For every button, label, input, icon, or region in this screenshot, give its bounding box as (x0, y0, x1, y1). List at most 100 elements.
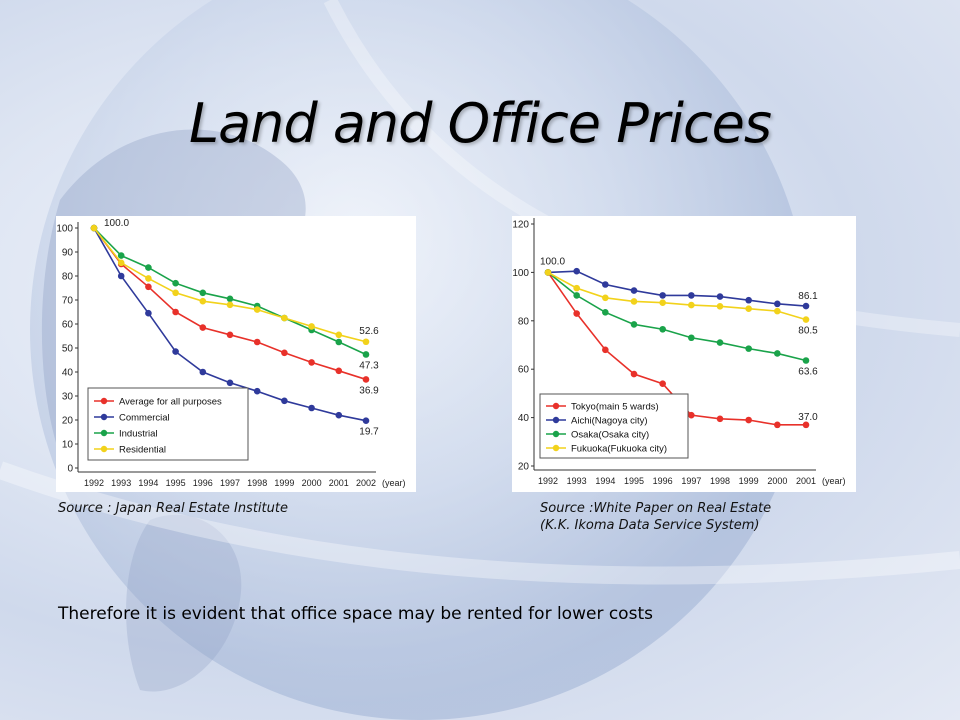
chart2-series-3-point (688, 301, 695, 309)
chart2-series-3-point (659, 299, 666, 306)
chart2-series-0-point (745, 416, 752, 424)
chart1-series-0-point (335, 367, 343, 375)
chart2-x-tick-label: 1997 (681, 476, 701, 486)
chart2-series-1-point (630, 287, 638, 294)
chart1-series-2-point (362, 351, 370, 358)
chart2-series-3-point (630, 298, 638, 305)
chart2-legend-swatch-dot (552, 402, 560, 410)
chart2-legend-label: Aichi(Nagoya city) (571, 416, 648, 427)
chart2-y-tick-label: 120 (512, 220, 529, 231)
chart2-legend-label: Osaka(Osaka city) (571, 430, 649, 441)
chart1-y-tick-label: 100 (56, 224, 73, 235)
chart1-series-line-3 (93, 227, 367, 343)
chart1-legend-label: Average for all purposes (119, 397, 222, 408)
chart2-series-2-point (716, 339, 724, 346)
chart1-series-0-point (199, 324, 207, 331)
source-left: Source : Japan Real Estate Institute (58, 501, 288, 516)
chart1-series-3-point (308, 323, 315, 330)
chart2-series-3-point (716, 302, 724, 310)
chart2-x-tick-label: 2001 (796, 476, 816, 486)
slide-title: Land and Office Prices (188, 92, 772, 155)
chart1-legend-swatch-dot (100, 445, 108, 453)
chart2-series-2-point (602, 309, 609, 316)
chart1-end-label: 52.6 (359, 326, 379, 337)
source-right-line2: (K.K. Ikoma Data Service System) (540, 518, 760, 533)
chart1-start-label: 100.0 (104, 218, 129, 229)
globe-graphic (30, 0, 810, 720)
chart1-end-label: 47.3 (359, 360, 379, 371)
chart2-x-tick-label: 1994 (595, 476, 615, 486)
chart2-y-tick-label: 60 (518, 365, 530, 376)
chart1-y-tick-label: 70 (62, 296, 74, 307)
chart2-series-0-point (602, 346, 609, 354)
chart2-y-tick-label: 40 (518, 413, 530, 424)
chart1-series-1-point (145, 309, 152, 317)
chart2-x-tick-label: 1993 (567, 476, 587, 486)
chart1-series-3-point (335, 331, 343, 339)
chart2-end-label: 86.1 (798, 291, 818, 302)
chart2-series-2-point (573, 292, 580, 299)
chart1-x-tick-label: 1998 (247, 478, 267, 488)
chart1-legend-label: Residential (119, 445, 166, 456)
chart2-end-label: 63.6 (798, 366, 818, 377)
chart2-series-0-point (573, 310, 580, 317)
chart2-end-label: 80.5 (798, 326, 818, 337)
chart2-series-3-point (544, 269, 552, 276)
chart1-series-3-point (226, 301, 234, 309)
chart2-legend-swatch-dot (552, 444, 560, 452)
chart2-series-1-point (774, 300, 781, 308)
chart1-series-0-point (145, 283, 152, 291)
chart1-series-1-point (199, 368, 207, 376)
chart1-series-1-point (172, 348, 179, 355)
chart2-series-line-2 (547, 271, 807, 362)
chart1-end-label: 36.9 (359, 385, 379, 396)
chart1-series-3-point (362, 338, 370, 346)
land-price-chart: 0 10 20 30 40 50 60 70 80 90 100 1992 1993 1994 1995 19… (56, 218, 405, 488)
chart2-series-2-point (688, 334, 695, 342)
chart1-y-tick-label: 40 (62, 368, 74, 379)
chart1-series-3-point (199, 297, 207, 305)
chart2-legend-label: Tokyo(main 5 wards) (571, 402, 659, 413)
chart1-legend-swatch-dot (100, 413, 108, 421)
chart2-series-1-point (573, 267, 580, 275)
chart2-start-label: 100.0 (540, 256, 565, 267)
chart2-series-3-point (774, 307, 781, 315)
chart1-x-tick-label: 2000 (302, 478, 322, 488)
source-right-line1: Source :White Paper on Real Estate (540, 501, 772, 516)
chart2-x-unit-label: (year) (822, 476, 846, 486)
chart2-series-0-point (774, 421, 781, 429)
chart1-series-1-point (335, 411, 343, 419)
chart1-x-tick-label: 1995 (166, 478, 186, 488)
chart1-series-3-point (172, 289, 179, 297)
chart1-x-tick-label: 1994 (138, 478, 158, 488)
chart1-series-1-point (117, 272, 125, 280)
chart1-y-tick-label: 80 (62, 272, 74, 283)
chart2-x-tick-label: 1998 (710, 476, 730, 486)
chart1-series-3-point (117, 259, 125, 267)
chart2-series-1-point (802, 302, 810, 310)
chart1-series-0-point (362, 376, 370, 383)
chart2-series-3-point (573, 284, 580, 292)
chart1-series-0-point (172, 308, 179, 316)
chart1-series-2-point (145, 264, 152, 271)
chart2-x-tick-label: 1992 (538, 476, 558, 486)
chart1-series-1-point (308, 404, 315, 412)
chart2-legend-swatch-dot (552, 416, 560, 424)
chart2-series-1-point (659, 292, 666, 299)
chart2-series-2-point (745, 345, 752, 352)
chart1-series-1-point (281, 397, 288, 405)
chart2-series-1-point (688, 292, 695, 299)
chart1-x-tick-label: 1992 (84, 478, 104, 488)
chart1-series-3-point (90, 224, 98, 232)
chart1-series-2-point (199, 289, 207, 297)
chart1-series-1-point (226, 379, 234, 387)
chart1-series-3-point (253, 306, 261, 313)
chart1-series-2-point (226, 295, 234, 303)
chart2-x-tick-label: 2000 (767, 476, 787, 486)
chart1-y-tick-label: 0 (67, 464, 73, 475)
office-price-chart-panel: 20 40 60 80 100 120 1992 1993 1994 1995 1996 1997 19… (512, 216, 856, 492)
light-streak (0, 461, 960, 585)
chart1-series-0-point (226, 331, 234, 339)
chart1-y-tick-label: 90 (62, 248, 74, 259)
chart1-series-1-point (253, 387, 261, 395)
